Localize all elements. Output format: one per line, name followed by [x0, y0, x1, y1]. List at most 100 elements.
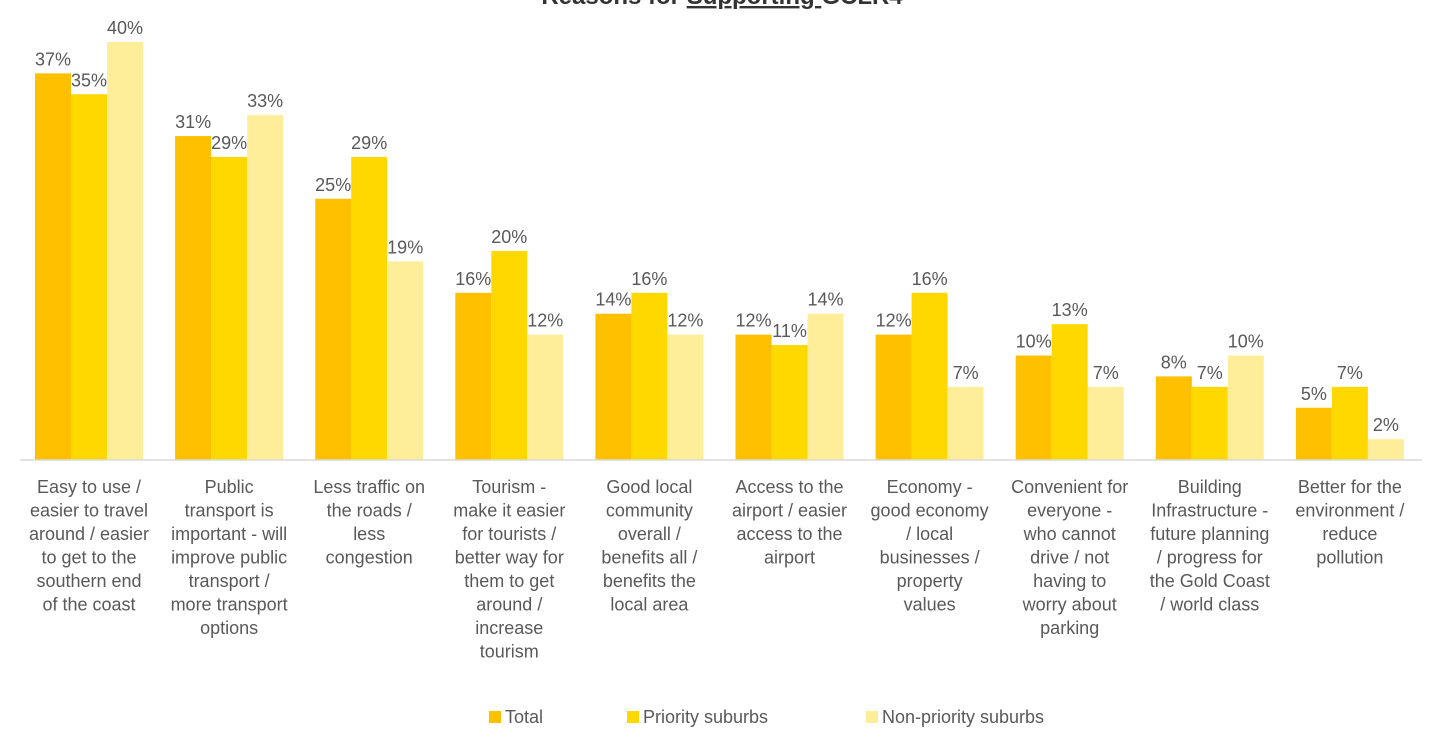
- bar: [595, 313, 632, 460]
- data-label: 14%: [595, 290, 631, 310]
- data-label: 16%: [631, 269, 667, 289]
- category-label-line: Building: [1178, 477, 1242, 497]
- bar: [1191, 386, 1228, 460]
- bar: [315, 198, 352, 460]
- category-label-line: everyone -: [1027, 501, 1112, 521]
- bar: [807, 313, 844, 460]
- category-label-line: environment /: [1295, 501, 1404, 521]
- bar: [1051, 324, 1088, 460]
- bar: [1155, 376, 1192, 460]
- category-label: Building Infrastructure - future planning /…: [1150, 477, 1270, 615]
- category-label-line: drive / not: [1030, 548, 1109, 568]
- category-label-line: worry about: [1022, 595, 1117, 615]
- data-label: 12%: [667, 311, 703, 331]
- bar: [947, 386, 984, 460]
- category-label-line: airport: [764, 548, 815, 568]
- legend-label: Priority suburbs: [643, 707, 768, 727]
- data-label: 14%: [807, 290, 843, 310]
- bar: [455, 292, 492, 460]
- data-label: 12%: [527, 311, 563, 331]
- category-label-line: overall /: [618, 524, 681, 544]
- category-label-line: southern end: [36, 571, 141, 591]
- chart-title-prefix: Reasons for: [541, 0, 686, 10]
- data-label: 12%: [876, 311, 912, 331]
- category-label-line: / world class: [1160, 595, 1259, 615]
- category-label-line: to get to the: [41, 548, 136, 568]
- legend: Total Priority suburbs Non-priority suburb…: [489, 707, 1044, 727]
- category-label-line: transport /: [189, 571, 270, 591]
- data-label: 8%: [1161, 352, 1187, 372]
- bar: [247, 115, 284, 461]
- data-label: 16%: [455, 269, 491, 289]
- category-label-line: around /: [476, 595, 542, 615]
- bar: [107, 42, 143, 460]
- bar: [1087, 386, 1124, 460]
- category-label-line: access to the: [736, 524, 842, 544]
- bar: [1367, 439, 1404, 460]
- category-label-line: property: [897, 571, 963, 591]
- category-label-line: community: [606, 501, 693, 521]
- category-label-line: / local: [906, 524, 953, 544]
- category-label-line: reduce: [1322, 524, 1377, 544]
- category-label-line: Good local: [606, 477, 692, 497]
- category-label-line: improve public: [171, 548, 287, 568]
- category-label-line: benefits the: [603, 571, 696, 591]
- data-label: 16%: [912, 269, 948, 289]
- category-label-line: Less traffic on: [313, 477, 425, 497]
- category-label-line: / progress for: [1157, 548, 1263, 568]
- category-label-line: around / easier: [29, 524, 149, 544]
- category-label-line: Better for the: [1298, 477, 1402, 497]
- category-label-line: Tourism -: [472, 477, 546, 497]
- data-label: 7%: [953, 363, 979, 383]
- category-label-line: congestion: [326, 548, 413, 568]
- category-label-line: the roads /: [327, 501, 412, 521]
- data-label: 7%: [1093, 363, 1119, 383]
- data-label: 40%: [107, 18, 143, 38]
- data-label: 12%: [735, 311, 771, 331]
- category-label: Economy - good economy / local businesses /…: [871, 477, 989, 615]
- data-label: 5%: [1301, 384, 1327, 404]
- category-label-line: Infrastructure -: [1151, 501, 1268, 521]
- category-label-line: businesses /: [880, 548, 980, 568]
- bar: [351, 156, 388, 460]
- data-label: 19%: [387, 237, 423, 257]
- legend-swatch: [489, 711, 501, 723]
- data-label: 10%: [1228, 332, 1264, 352]
- category-label-line: Access to the: [735, 477, 843, 497]
- data-label: 29%: [211, 133, 247, 153]
- category-label-line: for tourists /: [462, 524, 556, 544]
- category-label-line: values: [904, 595, 956, 615]
- data-label: 25%: [315, 175, 351, 195]
- category-label: Public transport is important - will improv…: [171, 477, 288, 638]
- category-label-line: Convenient for: [1011, 477, 1128, 497]
- category-labels-layer: Easy to use / easier to travel around / ea…: [29, 477, 1404, 662]
- category-label-line: good economy: [871, 501, 989, 521]
- category-label-line: the Gold Coast: [1150, 571, 1270, 591]
- bar: [71, 94, 107, 460]
- bar: [735, 334, 772, 460]
- category-label-line: options: [200, 618, 258, 638]
- category-label-line: important - will: [171, 524, 287, 544]
- chart-title: Reasons for Supporting GCLR4: [541, 0, 903, 10]
- category-label-line: having to: [1033, 571, 1106, 591]
- bar: [771, 345, 808, 460]
- value-labels-layer: 37%35%40%31%29%33%25%29%19%16%20%12%14%1…: [35, 18, 1399, 435]
- legend-swatch: [627, 711, 639, 723]
- bar: [1015, 355, 1052, 460]
- category-label-line: make it easier: [453, 501, 565, 521]
- bar: [491, 251, 528, 460]
- bar: [875, 334, 912, 460]
- bar: [35, 73, 71, 460]
- bar: [667, 334, 704, 460]
- chart-title-suffix: GCLR4: [821, 0, 903, 10]
- data-label: 20%: [491, 227, 527, 247]
- data-label: 11%: [772, 321, 807, 341]
- category-label: Easy to use / easier to travel around / ea…: [29, 477, 149, 615]
- category-label: Convenient for everyone - who cannot drive …: [1011, 477, 1128, 638]
- category-label: Good local community overall / benefits all…: [601, 477, 697, 615]
- data-label: 7%: [1197, 363, 1223, 383]
- category-label: Better for the environment / reduce polluti…: [1295, 477, 1404, 568]
- bar: [527, 334, 564, 460]
- category-label-line: local area: [610, 595, 689, 615]
